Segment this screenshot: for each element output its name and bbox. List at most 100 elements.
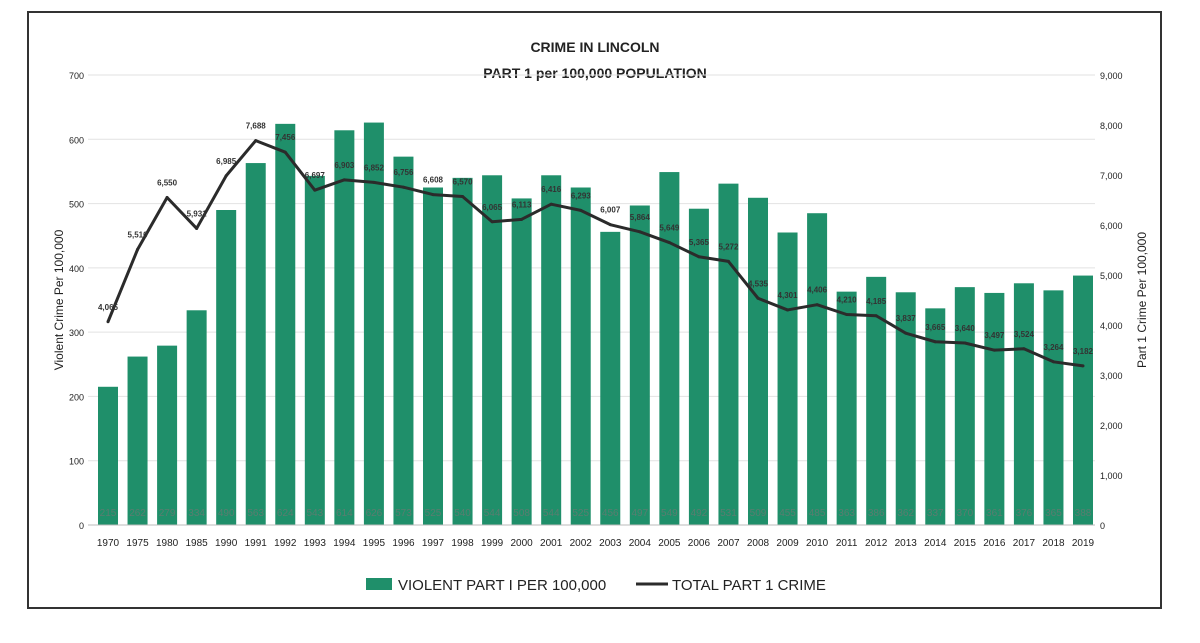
bar-value-label: 490	[218, 508, 235, 519]
x-tick-label: 2014	[924, 538, 947, 549]
line-point	[520, 217, 524, 221]
y-axis-label: Violent Crime Per 100,000	[52, 229, 66, 370]
x-tick-label: 2005	[658, 538, 681, 549]
bar-value-label: 361	[986, 508, 1003, 519]
line-point	[815, 303, 819, 307]
line-value-label: 6,065	[482, 203, 503, 212]
line-point	[165, 196, 169, 199]
bar	[570, 187, 591, 525]
bar	[1073, 275, 1093, 525]
y-tick-label: 600	[69, 135, 84, 145]
bar	[186, 310, 207, 525]
line-point	[490, 220, 494, 224]
bar-value-label: 388	[1075, 508, 1092, 519]
bar-value-label: 525	[572, 508, 589, 519]
y2-axis-label: Part 1 Crime Per 100,000	[1135, 232, 1149, 368]
y2-tick-label: 5,000	[1100, 271, 1123, 281]
x-tick-label: 1998	[451, 538, 474, 549]
bar-value-label: 531	[720, 508, 737, 519]
chart-subtitle: PART 1 per 100,000 POPULATION	[483, 65, 707, 81]
bar	[334, 130, 355, 526]
bar-value-label: 334	[188, 508, 205, 519]
line-point	[106, 320, 110, 324]
line-value-label: 7,456	[275, 133, 296, 142]
bar	[363, 122, 384, 526]
line-value-label: 3,264	[1043, 343, 1064, 352]
line-series	[106, 139, 1084, 368]
bar-value-label: 386	[868, 508, 885, 519]
bar	[245, 163, 266, 526]
bar	[895, 292, 916, 525]
bar	[127, 356, 148, 525]
line-point	[992, 348, 996, 352]
y2-tick-label: 1,000	[1100, 471, 1123, 481]
line-point	[224, 174, 228, 178]
line-value-label: 6,293	[571, 191, 592, 200]
bar	[659, 172, 680, 526]
bar	[718, 183, 739, 525]
line-point	[401, 185, 405, 189]
x-tick-label: 1993	[304, 538, 327, 549]
bar	[1043, 290, 1064, 525]
line-value-label: 3,182	[1073, 347, 1094, 356]
bar-value-label: 492	[691, 508, 708, 519]
line-point	[461, 195, 465, 198]
legend-line-label: TOTAL PART 1 CRIME	[672, 577, 826, 594]
line-point	[608, 223, 612, 227]
x-tick-label: 2003	[599, 538, 622, 549]
bar-value-label: 262	[129, 508, 146, 519]
line-value-label: 6,608	[423, 176, 444, 185]
bar-value-label: 497	[631, 508, 648, 519]
line-point	[372, 180, 376, 184]
bar	[304, 175, 325, 525]
y-tick-label: 300	[69, 328, 84, 338]
line-point	[845, 313, 849, 316]
x-tick-label: 2004	[629, 538, 652, 549]
line-point	[1022, 347, 1026, 351]
y-tick-label: 100	[69, 457, 84, 467]
line-point	[638, 230, 642, 234]
line-point	[195, 226, 199, 230]
y2-tick-label: 0	[1100, 521, 1105, 531]
x-tick-label: 2013	[895, 538, 918, 549]
y-tick-label: 200	[69, 392, 84, 402]
bar	[777, 232, 798, 525]
line-point	[756, 296, 760, 300]
line-point	[933, 340, 937, 344]
x-tick-label: 1999	[481, 538, 504, 549]
x-tick-label: 1992	[274, 538, 297, 549]
line-point	[904, 331, 908, 335]
bar	[216, 210, 237, 525]
x-tick-label: 2018	[1042, 538, 1065, 549]
x-tick-label: 2006	[688, 538, 711, 549]
x-tick-label: 2015	[954, 538, 977, 549]
y2-tick-label: 9,000	[1100, 71, 1123, 81]
line-point	[697, 255, 701, 259]
y-tick-label: 0	[79, 521, 84, 531]
line-value-label: 5,365	[689, 238, 710, 247]
bar-value-label: 376	[1016, 508, 1033, 519]
line-value-label: 5,931	[187, 209, 208, 218]
y2-tick-label: 4,000	[1100, 321, 1123, 331]
line-value-label: 5,272	[718, 242, 739, 251]
y-tick-label: 700	[69, 71, 84, 81]
bar-value-label: 279	[159, 508, 176, 519]
line-value-label: 5,864	[630, 213, 651, 222]
bar-value-label: 365	[1045, 508, 1062, 519]
bar-value-label: 485	[809, 508, 826, 519]
y2-tick-label: 8,000	[1100, 121, 1123, 131]
line-point	[963, 341, 967, 345]
bar	[511, 198, 532, 525]
line-value-label: 6,007	[600, 206, 621, 215]
bar	[1013, 283, 1034, 525]
bar-value-label: 370	[956, 508, 973, 519]
chart-title: CRIME IN LINCOLN	[530, 39, 659, 55]
x-tick-label: 2011	[836, 538, 858, 549]
x-tick-label: 2007	[717, 538, 740, 549]
bar	[452, 177, 473, 525]
bar	[866, 276, 887, 525]
legend: VIOLENT PART I PER 100,000 TOTAL PART 1 …	[366, 577, 826, 594]
bar-value-label: 337	[927, 508, 944, 519]
y2-tick-label: 6,000	[1100, 221, 1123, 231]
line-point	[549, 202, 553, 206]
